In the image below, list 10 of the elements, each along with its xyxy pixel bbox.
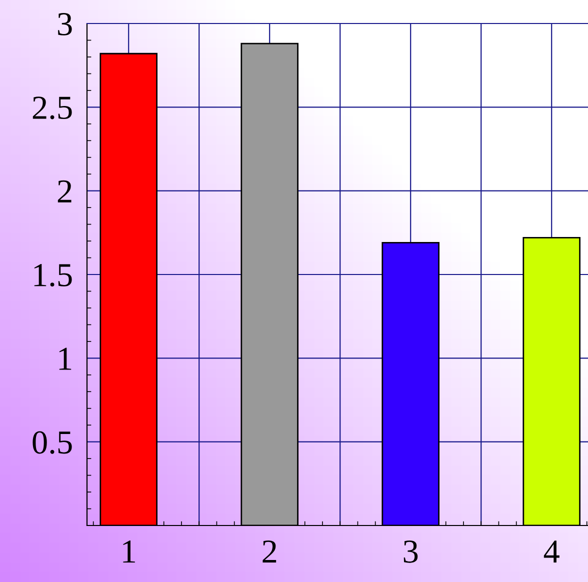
y-tick-label: 1 <box>59 348 72 370</box>
y-tick-label: 1.5 <box>34 264 72 287</box>
x-tick-label: 2 <box>262 540 276 563</box>
y-tick-label: 2.5 <box>32 96 72 120</box>
x-tick-label: 3 <box>404 540 418 563</box>
y-tick-label: 3 <box>58 12 72 36</box>
y-tick-label: 2 <box>58 180 72 202</box>
y-tick-label: 0.5 <box>32 431 72 454</box>
x-tick-label: 4 <box>544 540 560 563</box>
x-tick-label: 1 <box>123 540 135 563</box>
